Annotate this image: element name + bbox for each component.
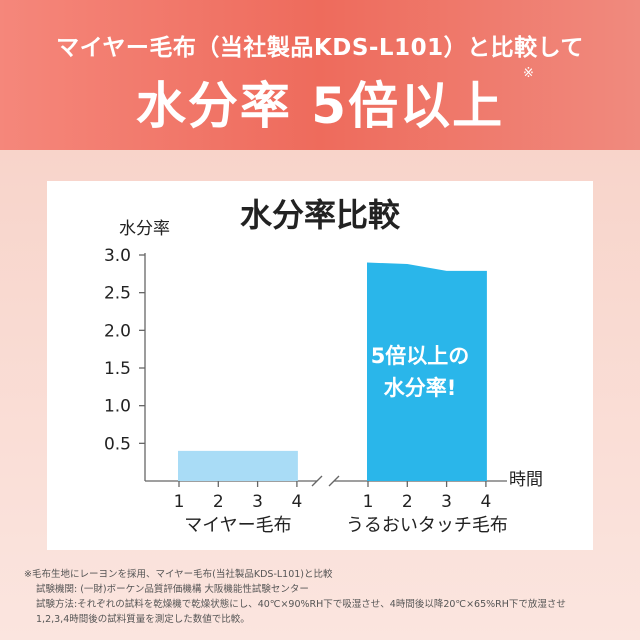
headline-banner: マイヤー毛布（当社製品KDS-L101）と比較して 水分率 5倍以上 ※ [0, 0, 640, 150]
series-area-uruoi-touch-blanket [367, 262, 487, 481]
y-tick-label: 1.0 [104, 397, 131, 417]
y-axis-label: 水分率 [119, 219, 170, 239]
y-tick-label: 1.5 [104, 359, 131, 379]
footnote-3: 試験方法:それぞれの試料を乾燥機で乾燥状態にし、40℃×90%RH下で吸湿させ、… [36, 599, 566, 610]
x-tick-label: 1 [174, 492, 185, 512]
x-tick-label: 3 [441, 492, 452, 512]
series-area-mayer-blanket [178, 450, 298, 481]
x-tick-label: 2 [402, 492, 413, 512]
footnote-2: 試験機関: (一財)ボーケン品質評価機構 大阪機能性試験センター [36, 584, 309, 595]
y-tick-label: 2.5 [104, 284, 131, 304]
panel-label: マイヤー毛布 [184, 515, 291, 536]
chart-marks [178, 262, 487, 481]
headline-note-mark: ※ [523, 66, 534, 81]
panel-label: うるおいタッチ毛布 [346, 515, 508, 536]
footnote-1: ※毛布生地にレーヨンを採用、マイヤー毛布(当社製品KDS-L101)と比較 [24, 569, 333, 580]
annotation-line-2: 水分率! [384, 376, 457, 400]
footnote-4: 1,2,3,4時間後の試料質量を測定した数値で比較。 [36, 614, 250, 625]
x-axis-label: 時間 [509, 470, 543, 490]
x-tick-label: 2 [213, 492, 224, 512]
y-tick-label: 0.5 [104, 434, 131, 454]
axis-break-mark [328, 475, 340, 487]
chart-annotation: 5倍以上の 水分率! [371, 344, 470, 400]
axis-break-mark [311, 475, 323, 487]
annotation-line-1: 5倍以上の [371, 344, 470, 368]
chart-card: 水分率比較 水分率 時間 0.5 1.0 1.5 2.0 2.5 3.0 1 2 3 4 マイヤー毛… [47, 181, 593, 550]
chart-title: 水分率比較 [240, 196, 401, 234]
x-tick-label: 1 [363, 492, 374, 512]
moisture-chart: 水分率比較 水分率 時間 0.51.01.52.02.53.01 2 3 4マイヤー毛… [104, 196, 543, 536]
x-tick-label: 4 [480, 492, 491, 512]
y-tick-label: 2.0 [104, 321, 131, 341]
headline-title: 水分率 5倍以上 [135, 77, 505, 135]
headline-subtitle: マイヤー毛布（当社製品KDS-L101）と比較して [56, 35, 584, 61]
y-tick-label: 3.0 [104, 246, 131, 266]
footnotes: ※毛布生地にレーヨンを採用、マイヤー毛布(当社製品KDS-L101)と比較 試験… [24, 567, 634, 627]
x-tick-label: 3 [252, 492, 263, 512]
x-tick-label: 4 [291, 492, 302, 512]
